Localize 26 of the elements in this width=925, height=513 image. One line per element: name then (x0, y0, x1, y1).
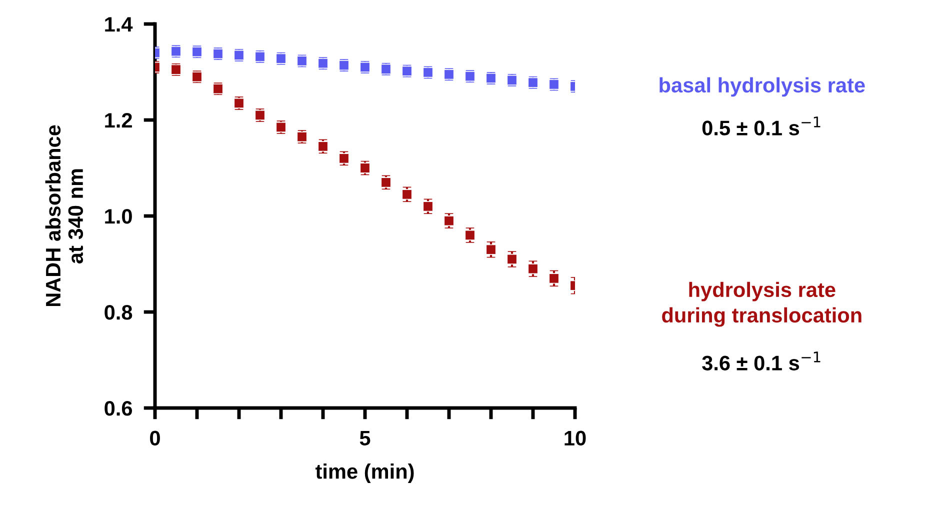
y-tick-label: 1.4 (105, 17, 133, 32)
point (318, 141, 328, 152)
point (402, 189, 412, 200)
y-tick-label: 0.6 (104, 401, 132, 416)
y-axis-title: NADH absorbance at 340 nm (45, 125, 84, 306)
x-tick-label: 0 (150, 430, 160, 446)
text: 3.6 ± 0.1 s$^{−1}$ (702, 352, 820, 370)
point (422, 201, 434, 212)
text: 0.5 ± 0.1 s$^{−1}$ (702, 116, 820, 136)
point (464, 230, 476, 240)
point (486, 244, 496, 255)
point (380, 177, 392, 188)
point (506, 254, 518, 264)
text: hydrolysis rate during translocation (662, 282, 862, 327)
y-tick-label: 1.0 (105, 209, 132, 224)
point (360, 162, 370, 174)
point (548, 273, 560, 284)
y-tick-label: 1.2 (105, 113, 132, 128)
point (528, 264, 538, 274)
y-tick-label: 0.8 (104, 305, 132, 320)
point (444, 216, 454, 226)
text: basal hydrolysis rate (660, 77, 865, 97)
point (338, 153, 350, 164)
x-axis-title: time (min) (315, 464, 414, 483)
x-tick-label: 10 (564, 430, 586, 446)
x-tick-label: 5 (360, 430, 370, 446)
